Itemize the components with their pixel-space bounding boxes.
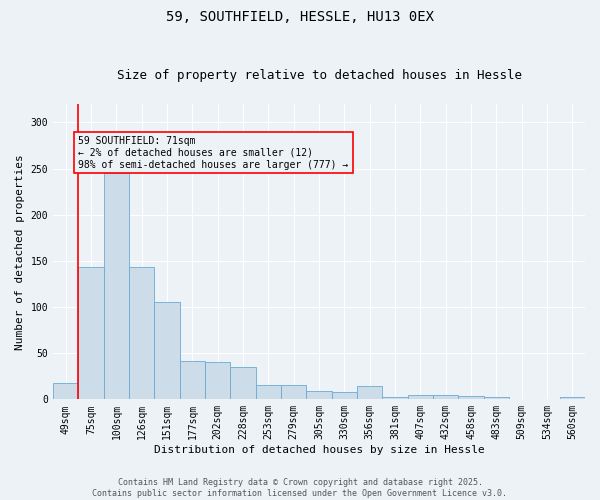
Bar [458, 396, 484, 400]
Bar [382, 396, 407, 400]
Text: Contains HM Land Registry data © Crown copyright and database right 2025.
Contai: Contains HM Land Registry data © Crown c… [92, 478, 508, 498]
Y-axis label: Number of detached properties: Number of detached properties [15, 154, 25, 350]
Bar [407, 394, 433, 400]
Bar [560, 398, 585, 400]
Bar [154, 302, 179, 400]
Bar [433, 394, 458, 400]
Bar [307, 391, 332, 400]
Bar [129, 268, 154, 400]
Text: 59, SOUTHFIELD, HESSLE, HU13 0EX: 59, SOUTHFIELD, HESSLE, HU13 0EX [166, 10, 434, 24]
Title: Size of property relative to detached houses in Hessle: Size of property relative to detached ho… [116, 69, 521, 82]
Bar [230, 367, 256, 400]
Bar [79, 268, 104, 400]
Bar [205, 362, 230, 400]
Bar [357, 386, 382, 400]
Bar [332, 392, 357, 400]
Bar [53, 382, 79, 400]
Bar [484, 398, 509, 400]
Bar [104, 173, 129, 400]
Text: 59 SOUTHFIELD: 71sqm
← 2% of detached houses are smaller (12)
98% of semi-detach: 59 SOUTHFIELD: 71sqm ← 2% of detached ho… [79, 136, 349, 170]
Bar [179, 360, 205, 400]
Bar [256, 386, 281, 400]
Bar [281, 386, 307, 400]
X-axis label: Distribution of detached houses by size in Hessle: Distribution of detached houses by size … [154, 445, 484, 455]
